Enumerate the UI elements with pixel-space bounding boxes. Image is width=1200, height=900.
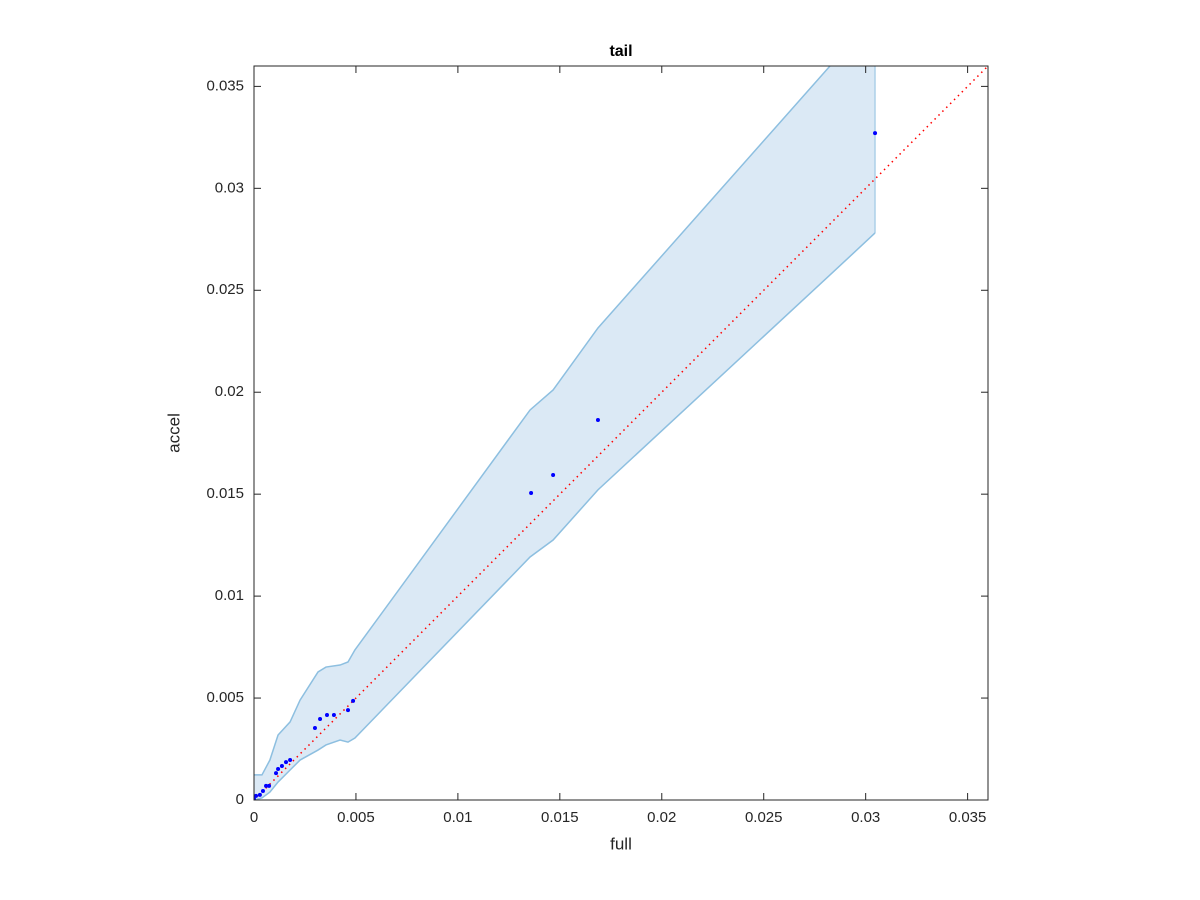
y-tick-label: 0.025 <box>206 281 244 298</box>
data-point <box>279 763 284 768</box>
y-tick-label: 0.035 <box>206 77 244 94</box>
data-point <box>551 473 556 478</box>
x-tick-label: 0.03 <box>851 809 880 826</box>
x-tick-label: 0.015 <box>541 809 579 826</box>
confidence-band <box>254 66 876 800</box>
y-tick-label: 0.015 <box>206 485 244 502</box>
data-point <box>529 490 534 495</box>
x-tick-label: 0 <box>250 809 258 826</box>
data-point <box>351 698 356 703</box>
data-point <box>345 708 350 713</box>
band-upper <box>254 66 831 776</box>
data-point <box>595 417 600 422</box>
data-point <box>288 758 293 763</box>
data-point <box>324 712 329 717</box>
data-point <box>873 131 878 136</box>
data-point <box>318 717 323 722</box>
y-tick-label: 0.03 <box>215 179 244 196</box>
x-tick-label: 0.02 <box>647 809 676 826</box>
axes-box <box>253 65 989 801</box>
band-lower <box>254 232 876 800</box>
data-point <box>312 726 317 731</box>
data-point <box>267 783 272 788</box>
y-tick-label: 0.01 <box>215 587 244 604</box>
data-point <box>276 767 281 772</box>
data-point <box>260 789 265 794</box>
chart-title: tail <box>609 43 632 60</box>
plot-area <box>254 66 988 800</box>
y-tick-label: 0.02 <box>215 383 244 400</box>
x-tick-label: 0.025 <box>745 809 783 826</box>
x-tick-label: 0.005 <box>337 809 375 826</box>
x-tick-label: 0.01 <box>443 809 472 826</box>
y-tick-label: 0.005 <box>206 689 244 706</box>
data-point <box>274 771 279 776</box>
data-point <box>331 712 336 717</box>
x-tick-label: 0.035 <box>949 809 987 826</box>
y-tick-label: 0 <box>236 791 244 808</box>
y-axis-label: accel <box>164 413 183 453</box>
data-point <box>254 793 259 798</box>
data-point <box>257 792 262 797</box>
data-point <box>284 760 289 765</box>
x-axis-label: full <box>610 834 632 853</box>
data-point <box>264 783 269 788</box>
